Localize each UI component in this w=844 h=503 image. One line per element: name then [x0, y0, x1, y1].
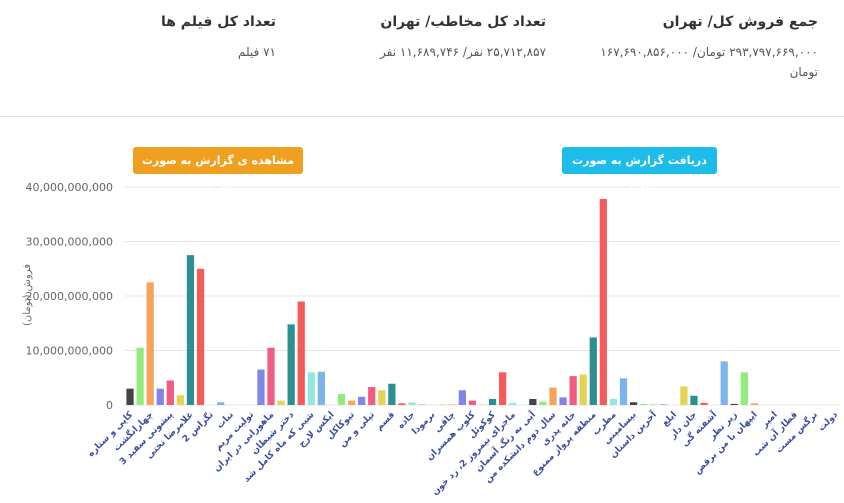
bar — [287, 324, 295, 405]
bar — [680, 386, 688, 405]
bar — [257, 369, 265, 405]
bar — [660, 404, 668, 405]
bar — [267, 347, 275, 405]
bar — [559, 397, 567, 405]
bar — [297, 301, 305, 405]
bar — [690, 395, 698, 405]
bar — [619, 378, 628, 405]
bar — [136, 347, 144, 405]
table-report-button[interactable]: مشاهده ی گزارش به صورت جدول — [133, 147, 303, 194]
bar — [146, 282, 154, 405]
stat-value: ۷۱ فیلم — [237, 45, 276, 59]
x-tick-label: دولت — [817, 410, 841, 434]
bar — [217, 402, 225, 405]
y-axis-label: فروش (تومان) — [22, 264, 33, 326]
bar — [156, 388, 164, 405]
bar — [277, 400, 285, 405]
bar — [458, 390, 466, 405]
bar — [166, 380, 174, 405]
bar — [529, 399, 537, 405]
bar — [589, 337, 597, 405]
excel-report-button[interactable]: دریافت گزارش به صورت اکسل — [562, 147, 717, 194]
bar — [448, 404, 456, 405]
bar — [730, 403, 738, 405]
y-tick-label: 0 — [106, 399, 113, 412]
bar — [609, 399, 618, 405]
bar — [549, 387, 557, 405]
bar — [539, 401, 547, 405]
bar — [196, 268, 205, 405]
y-tick-label: 20,000,000,000 — [26, 290, 113, 303]
bar — [176, 395, 185, 405]
y-tick-label: 10,000,000,000 — [26, 345, 113, 358]
bar — [388, 383, 396, 405]
bar — [418, 404, 426, 405]
x-tick-label: قسم — [374, 410, 397, 433]
bar — [650, 404, 658, 405]
bar — [599, 198, 607, 405]
bar — [509, 402, 517, 405]
bar — [307, 372, 315, 405]
x-tick-label: برمودا — [410, 410, 437, 437]
bar — [398, 403, 406, 405]
bar — [700, 402, 708, 405]
divider — [0, 116, 844, 117]
bar — [488, 399, 497, 405]
bar — [358, 396, 366, 405]
bar — [347, 400, 356, 405]
bar — [478, 404, 487, 405]
stat-value: ۲۵,۷۱۲,۸۵۷ نفر/ ۱۱,۶۸۹,۷۴۶ نفر — [380, 45, 546, 59]
bar — [640, 403, 648, 405]
bar — [378, 390, 386, 405]
bar — [408, 402, 416, 405]
stat-title: جمع فروش کل/ تهران — [662, 14, 818, 30]
bar — [579, 374, 587, 405]
bar — [186, 255, 195, 405]
bar — [368, 387, 376, 405]
bar — [569, 376, 577, 405]
bar — [438, 404, 446, 405]
stat-films: تعداد کل فیلم ها ۷۱ فیلم — [136, 14, 276, 62]
y-tick-label: 30,000,000,000 — [26, 236, 113, 249]
stat-title: تعداد کل فیلم ها — [160, 14, 276, 30]
bar — [750, 403, 759, 405]
stat-sales: جمع فروش کل/ تهران ۲۹۳,۷۹۷,۶۶۹,۰۰۰ تومان… — [588, 14, 818, 82]
bar — [126, 388, 134, 405]
bar — [337, 394, 346, 405]
bar — [740, 372, 748, 405]
bar — [468, 400, 477, 405]
bar — [317, 371, 325, 405]
bar — [720, 361, 728, 405]
stat-title: تعداد کل مخاطب/ تهران — [380, 14, 546, 30]
stat-audience: تعداد کل مخاطب/ تهران ۲۵,۷۱۲,۸۵۷ نفر/ ۱۱… — [356, 14, 546, 62]
stat-value: ۲۹۳,۷۹۷,۶۶۹,۰۰۰ تومان/ ۱۶۷,۶۹۰,۸۵۶,۰۰۰ ت… — [600, 45, 818, 79]
y-tick-label: 40,000,000,000 — [26, 181, 113, 194]
bar — [499, 372, 507, 405]
bar — [629, 402, 638, 405]
